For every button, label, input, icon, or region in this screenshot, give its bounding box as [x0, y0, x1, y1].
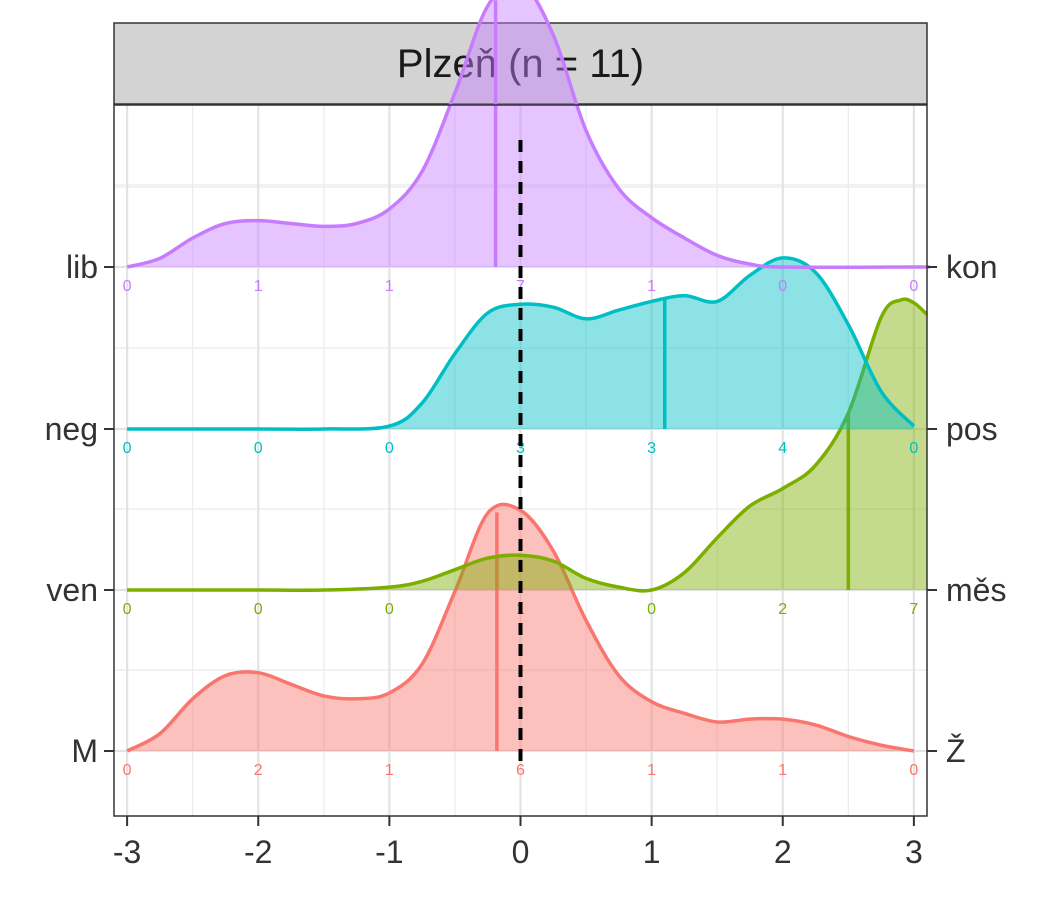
- y-tick-label-right: kon: [946, 249, 998, 285]
- y-tick-label-right: pos: [946, 411, 998, 447]
- count-label: 6: [516, 762, 525, 779]
- facet-strip: [113, 22, 928, 105]
- count-label: 7: [909, 601, 918, 618]
- count-label: 0: [909, 762, 918, 779]
- count-label: 0: [123, 762, 132, 779]
- count-label: 0: [254, 601, 263, 618]
- density-line-lib: [126, 0, 931, 269]
- y-tick-label-right: měs: [946, 572, 1006, 608]
- count-label: 1: [385, 762, 394, 779]
- y-tick-label-left: neg: [45, 411, 98, 447]
- ridge-neg: 0 0 0 3 3 4 0: [123, 256, 918, 457]
- density-line-ven: [127, 297, 929, 593]
- density-line-neg: [127, 256, 916, 431]
- count-label: 1: [254, 278, 263, 295]
- x-tick-label: -3: [113, 834, 141, 870]
- count-label: 0: [254, 440, 263, 457]
- x-tick-label: -1: [375, 834, 403, 870]
- x-tick-label: 2: [774, 834, 792, 870]
- count-label: 2: [778, 601, 787, 618]
- count-label: 0: [385, 601, 394, 618]
- x-tick-label: 1: [643, 834, 661, 870]
- ridge-ven: 0001027: [123, 297, 929, 618]
- count-label: 0: [123, 278, 132, 295]
- facet-title: Plzeň (n = 11): [397, 42, 644, 86]
- count-label: 0: [123, 601, 132, 618]
- x-tick-label: 0: [512, 834, 530, 870]
- x-tick-label: 3: [905, 834, 923, 870]
- density-line-M: [126, 502, 915, 753]
- density-area-lib: [127, 0, 929, 268]
- count-label: 2: [254, 762, 263, 779]
- y-tick-label-right: Ž: [946, 733, 966, 769]
- x-tick-label: -2: [244, 834, 272, 870]
- density-area-neg: [127, 257, 914, 430]
- ridge-lib: 0 1 1 7 1 0 0: [123, 0, 931, 295]
- y-tick-label-left: M: [71, 733, 98, 769]
- count-label: 0: [909, 278, 918, 295]
- y-tick-label-left: ven: [46, 572, 98, 608]
- count-label: 0: [909, 440, 918, 457]
- count-label: 0: [123, 440, 132, 457]
- count-label: 3: [647, 440, 656, 457]
- count-label: 1: [385, 278, 394, 295]
- count-label: 0: [647, 601, 656, 618]
- count-label: 1: [778, 762, 787, 779]
- count-label: 0: [385, 440, 394, 457]
- count-label: 1: [647, 762, 656, 779]
- y-tick-label-left: lib: [66, 249, 98, 285]
- count-label: 4: [778, 440, 787, 457]
- count-label: 3: [516, 440, 525, 457]
- count-label: 7: [516, 278, 525, 295]
- count-label: 0: [778, 278, 787, 295]
- count-label: 1: [647, 278, 656, 295]
